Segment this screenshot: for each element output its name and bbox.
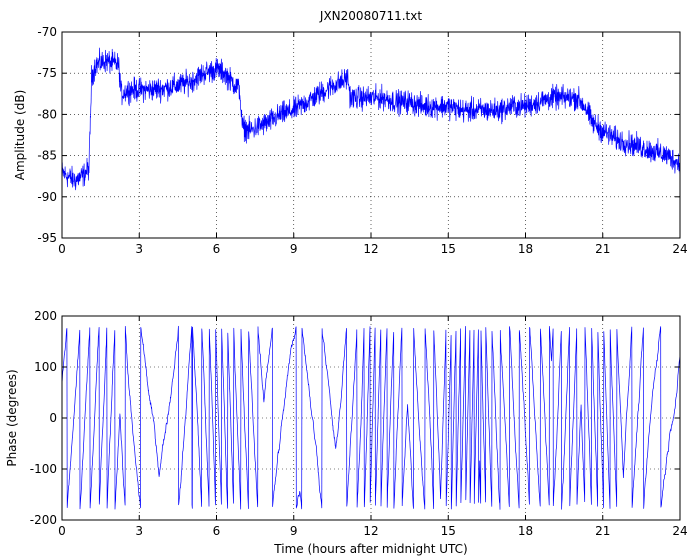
- phase-trace: [61, 325, 681, 510]
- x-axis-label: Time (hours after midnight UTC): [273, 542, 467, 556]
- amplitude-x-tick-label: 18: [518, 242, 533, 256]
- phase-x-tick-label: 18: [518, 524, 533, 538]
- phase-panel: 0 3 6 9 12 15 18 21 24 -200 -100 0 100 200 Time (hour…: [5, 309, 688, 556]
- phase-x-tick-label: 0: [58, 524, 66, 538]
- amplitude-x-tick-label: 24: [672, 242, 687, 256]
- amplitude-x-tick-label: 21: [595, 242, 610, 256]
- phase-y-tick-label: -100: [30, 462, 57, 476]
- amplitude-x-tick-label: 3: [135, 242, 143, 256]
- amplitude-y-tick-label: -95: [37, 231, 57, 245]
- phase-y-tick-label: 200: [34, 309, 57, 323]
- phase-y-tick-label: 100: [34, 360, 57, 374]
- phase-ticks: 0 3 6 9 12 15 18 21 24 -200 -100 0 100 200: [30, 309, 688, 538]
- phase-x-tick-label: 6: [213, 524, 221, 538]
- amplitude-grid: [62, 32, 680, 238]
- amplitude-axes-frame: [61, 31, 681, 239]
- amplitude-y-tick-label: -90: [37, 190, 57, 204]
- phase-y-tick-label: 0: [49, 411, 57, 425]
- amplitude-y-tick-label: -85: [37, 149, 57, 163]
- phase-x-tick-label: 15: [441, 524, 456, 538]
- amplitude-y-tick-label: -80: [37, 107, 57, 121]
- amplitude-x-tick-label: 15: [441, 242, 456, 256]
- phase-x-tick-label: 3: [135, 524, 143, 538]
- amplitude-y-axis-label: Amplitude (dB): [13, 90, 27, 181]
- amplitude-trace: [61, 47, 681, 191]
- phase-y-tick-label: -200: [30, 513, 57, 527]
- phase-x-tick-label: 9: [290, 524, 298, 538]
- amplitude-ticks: 0 3 6 9 12 15 18 21 24 -95 -90 -85 -80 -75 -70: [37, 25, 687, 256]
- chart-title: JXN20080711.txt: [319, 9, 422, 23]
- phase-x-tick-label: 21: [595, 524, 610, 538]
- phase-grid: [62, 316, 680, 520]
- amplitude-x-tick-label: 6: [213, 242, 221, 256]
- phase-x-tick-label: 12: [363, 524, 378, 538]
- amplitude-x-tick-label: 9: [290, 242, 298, 256]
- phase-x-tick-label: 24: [672, 524, 687, 538]
- amplitude-y-tick-label: -70: [37, 25, 57, 39]
- amplitude-x-tick-label: 12: [363, 242, 378, 256]
- amplitude-x-tick-label: 0: [58, 242, 66, 256]
- amplitude-panel: 0 3 6 9 12 15 18 21 24 -95 -90 -85 -80 -75 -70 JXN2008…: [13, 9, 688, 256]
- amplitude-y-tick-label: -75: [37, 66, 57, 80]
- phase-y-axis-label: Phase (degrees): [5, 369, 19, 466]
